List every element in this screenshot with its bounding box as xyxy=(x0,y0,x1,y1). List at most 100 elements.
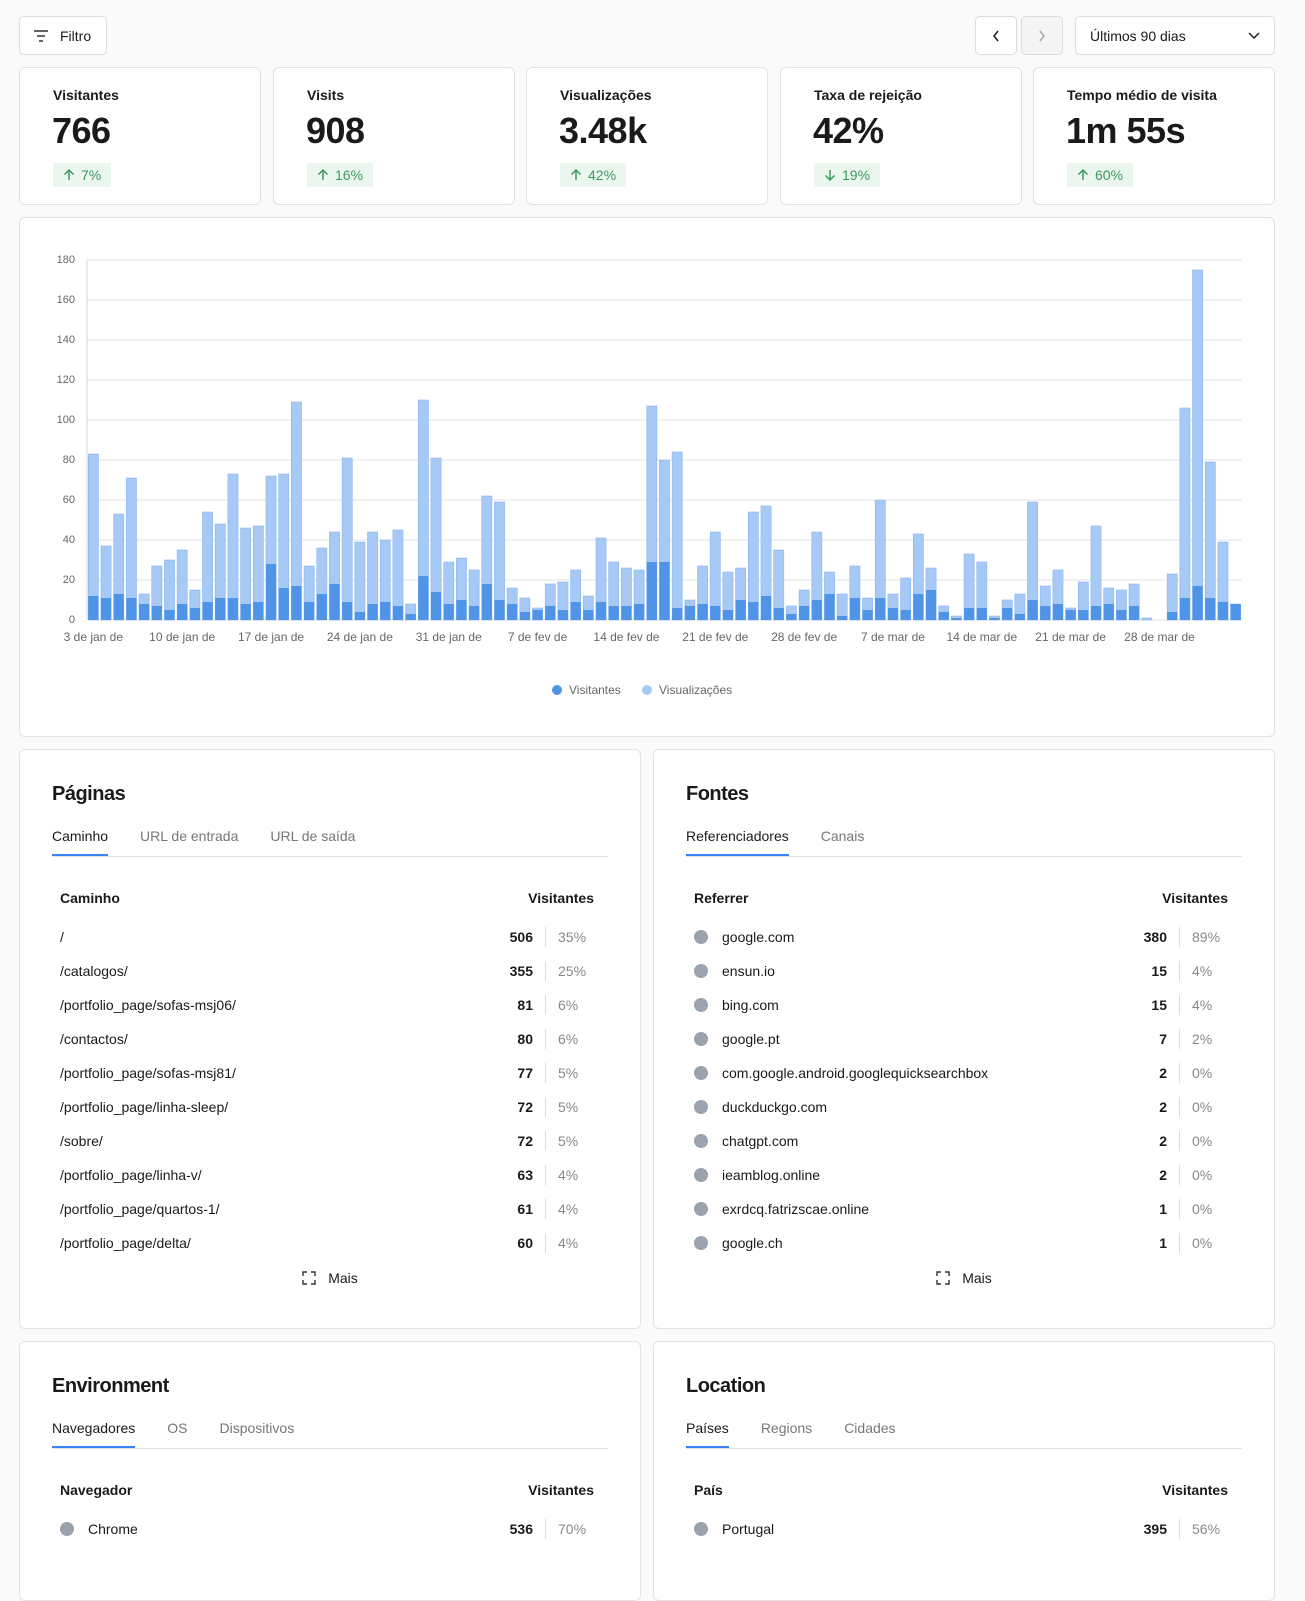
row-share: 5% xyxy=(558,1065,579,1081)
filter-button[interactable]: Filtro xyxy=(19,16,107,55)
column-header: País xyxy=(694,1482,723,1498)
row-name: /portfolio_page/sofas-msj81/ xyxy=(60,1065,473,1081)
bar xyxy=(608,606,619,620)
bar xyxy=(177,604,188,620)
range-select[interactable]: Últimos 90 dias xyxy=(1075,16,1275,55)
metric-label: Visitantes xyxy=(53,87,119,103)
bar xyxy=(862,610,873,620)
bar xyxy=(126,598,137,620)
arrow-up xyxy=(63,169,75,180)
chart: 0 20 40 60 80 100 120 140 160 180 3 de jan de 10 de… xyxy=(57,254,1242,697)
bar xyxy=(532,610,543,620)
more-button[interactable]: Mais xyxy=(654,1268,1274,1288)
tab[interactable]: Dispositivos xyxy=(219,1420,295,1436)
row-label: google.com xyxy=(722,929,795,945)
row-visitors: 77 xyxy=(473,1063,546,1083)
tab[interactable]: Países xyxy=(686,1420,729,1448)
row-label: /portfolio_page/linha-sleep/ xyxy=(60,1099,229,1115)
more-label: Mais xyxy=(328,1270,358,1286)
row-name: google.com xyxy=(694,929,1107,945)
row-share: 89% xyxy=(1192,929,1221,945)
row-share: 56% xyxy=(1192,1521,1221,1537)
tab[interactable]: Referenciadores xyxy=(686,828,789,856)
row-label: /portfolio_page/quartos-1/ xyxy=(60,1201,220,1217)
bar xyxy=(100,598,112,620)
range-label: Últimos 90 dias xyxy=(1090,27,1186,44)
row-label: ieamblog.online xyxy=(722,1167,821,1183)
x-tick-label: 14 de fev de xyxy=(593,630,659,644)
more-label: Mais xyxy=(962,1270,992,1286)
y-tick-label: 40 xyxy=(63,534,75,546)
filter-icon xyxy=(34,29,48,42)
tab[interactable]: Cidades xyxy=(844,1420,896,1436)
y-tick-label: 180 xyxy=(57,254,75,266)
x-tick-label: 3 de jan de xyxy=(64,630,124,644)
row-share: 0% xyxy=(1192,1133,1213,1149)
row-label: exrdcq.fatrizscae.online xyxy=(722,1201,870,1217)
tab[interactable]: OS xyxy=(167,1420,188,1436)
more-button[interactable]: Mais xyxy=(20,1268,640,1288)
sources-panel: Fontes Referenciadores Canais Referrer Visit… xyxy=(653,749,1275,1329)
bar xyxy=(989,618,1000,620)
bar xyxy=(1065,610,1076,620)
metric-change: 16% xyxy=(307,163,374,187)
metric-value: 1m 55s xyxy=(1066,110,1186,151)
legend-swatch xyxy=(552,685,562,695)
row-name: /sobre/ xyxy=(60,1133,473,1149)
row-visitors: 63 xyxy=(473,1165,546,1185)
x-tick-label: 7 de mar de xyxy=(861,630,925,644)
row-visitors: 2 xyxy=(1107,1131,1180,1151)
column-header: Visitantes xyxy=(1162,1482,1228,1498)
row-name: /portfolio_page/delta/ xyxy=(60,1235,473,1251)
bar xyxy=(545,606,556,620)
tab[interactable]: Regions xyxy=(760,1420,813,1436)
prev-button[interactable] xyxy=(975,16,1017,55)
table-row: /portfolio_page/sofas-msj06/81 6% xyxy=(60,988,592,1022)
row-icon xyxy=(60,1522,74,1536)
column-header: Referrer xyxy=(694,890,749,906)
tab[interactable]: Canais xyxy=(820,828,865,844)
bar xyxy=(1027,600,1038,620)
row-icon xyxy=(694,964,708,978)
bar xyxy=(354,612,365,620)
tab[interactable]: URL de saída xyxy=(270,828,356,844)
bar xyxy=(1129,606,1140,620)
bar xyxy=(354,541,366,621)
row-label: /catalogos/ xyxy=(60,963,128,979)
tab[interactable]: Navegadores xyxy=(52,1420,136,1448)
bar xyxy=(1230,604,1241,620)
metric-value: 42% xyxy=(813,110,884,151)
bar xyxy=(786,614,797,620)
metric-change-value: 16% xyxy=(335,167,364,183)
row-share: 6% xyxy=(558,1031,579,1047)
bar xyxy=(646,562,657,620)
row-visitors: 15 xyxy=(1107,995,1180,1015)
row-visitors: 536 xyxy=(473,1519,546,1539)
bar xyxy=(760,596,772,620)
tab[interactable]: Caminho xyxy=(52,828,109,856)
row-share: 0% xyxy=(1192,1235,1213,1251)
row-label: /portfolio_page/sofas-msj81/ xyxy=(60,1065,236,1081)
bar xyxy=(748,602,759,620)
bar xyxy=(1167,612,1178,620)
next-button[interactable] xyxy=(1021,16,1063,55)
table-row: google.ch 1 0% xyxy=(694,1226,1226,1260)
x-tick-label: 7 de fev de xyxy=(508,630,568,644)
bar xyxy=(316,594,327,620)
column-header: Visitantes xyxy=(528,1482,594,1498)
column-header: Navegador xyxy=(60,1482,133,1498)
row-label: Portugal xyxy=(722,1521,775,1537)
row-share: 0% xyxy=(1192,1167,1213,1183)
metric-card: Visualizações 3.48k 42% xyxy=(526,67,768,205)
bar xyxy=(1002,608,1013,620)
bar xyxy=(215,598,226,620)
expand-icon xyxy=(302,1271,316,1285)
page: Filtro Últimos 90 dias Visitantes 766 7% Vi… xyxy=(19,16,1275,1601)
tab[interactable]: URL de entrada xyxy=(140,828,239,844)
metric-value: 3.48k xyxy=(559,110,647,151)
bar xyxy=(1204,461,1216,621)
bar xyxy=(405,614,416,620)
y-tick-label: 160 xyxy=(57,294,75,306)
row-visitors: 2 xyxy=(1107,1097,1180,1117)
table-row: ieamblog.online 2 0% xyxy=(694,1158,1226,1192)
